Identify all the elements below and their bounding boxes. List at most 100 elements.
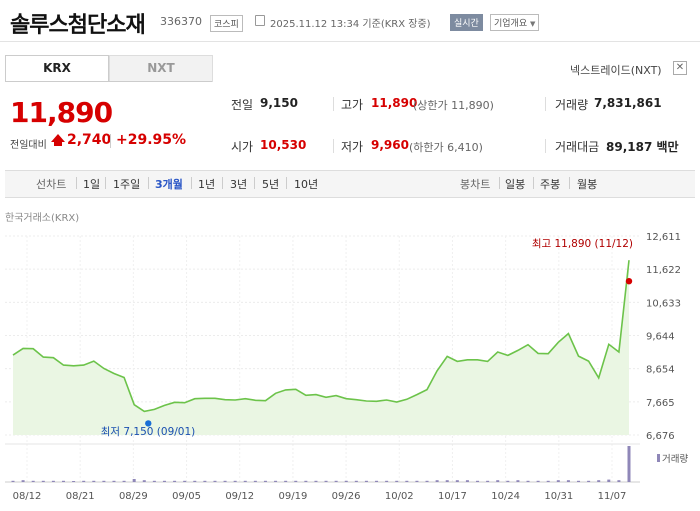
- toolbar-divider: [569, 177, 570, 189]
- volume-bar: [72, 481, 76, 482]
- volume-bar: [193, 480, 197, 482]
- lower-limit: (하한가 6,410): [409, 141, 483, 154]
- y-tick-label: 12,611: [646, 232, 681, 243]
- stat-divider: [333, 139, 334, 153]
- volume-bar: [536, 480, 540, 482]
- period-1d[interactable]: 1일: [83, 178, 101, 191]
- volume-bar: [415, 480, 419, 482]
- volume-bar: [294, 480, 298, 482]
- clock-icon: [255, 15, 265, 26]
- market-badge: 코스피: [210, 15, 243, 32]
- volume-bar: [587, 480, 591, 482]
- volume-bar: [577, 480, 581, 482]
- x-tick-label: 10/02: [385, 491, 414, 502]
- volume-bar: [132, 479, 136, 482]
- y-axis-ticks: 12,611 11,622 10,633 9,644 8,654 7,665 6,676: [646, 232, 681, 442]
- x-tick-label: 09/12: [225, 491, 254, 502]
- volume-bar: [92, 480, 96, 482]
- toolbar-divider: [222, 177, 223, 189]
- volume-bar: [607, 479, 611, 482]
- volume-bar: [142, 480, 146, 482]
- volume-bar: [51, 480, 55, 482]
- high-label: 고가: [341, 98, 364, 112]
- period-10y[interactable]: 10년: [294, 178, 319, 191]
- volume-bar: [405, 480, 409, 482]
- high-value: 11,890: [371, 96, 418, 110]
- volume-bar: [284, 480, 288, 482]
- volume-bar: [274, 480, 278, 482]
- volume-bar: [445, 480, 449, 482]
- price-area-fill: [13, 260, 629, 435]
- y-tick-label: 9,644: [646, 332, 675, 343]
- period-3y[interactable]: 3년: [230, 178, 248, 191]
- y-tick-label: 6,676: [646, 431, 675, 442]
- candle-monthly[interactable]: 월봉: [577, 178, 598, 191]
- close-icon[interactable]: ✕: [673, 61, 687, 75]
- volume-bar: [243, 480, 247, 482]
- toolbar-divider: [286, 177, 287, 189]
- up-arrow-icon-stem: [54, 141, 62, 146]
- line-chart-label: 선차트: [36, 178, 67, 191]
- period-1w[interactable]: 1주일: [113, 178, 141, 191]
- x-tick-label: 08/21: [66, 491, 95, 502]
- period-toolbar: [5, 170, 695, 198]
- up-arrow-icon: [51, 134, 65, 142]
- volume-bar: [526, 480, 530, 482]
- volume-bar: [304, 480, 308, 482]
- period-5y[interactable]: 5년: [262, 178, 280, 191]
- volume-bar: [21, 480, 25, 482]
- stat-divider: [545, 139, 546, 153]
- tab-nxt[interactable]: NXT: [109, 55, 213, 82]
- toolbar-divider: [191, 177, 192, 189]
- realtime-button[interactable]: 실시간: [450, 14, 483, 31]
- quote-datetime: 2025.11.12 13:34 기준(KRX 장중): [270, 19, 431, 30]
- candle-chart-label: 봉차트: [460, 178, 491, 191]
- low-marker: [145, 420, 152, 427]
- volume-bar: [11, 480, 15, 482]
- period-1y[interactable]: 1년: [198, 178, 216, 191]
- toolbar-divider: [105, 177, 106, 189]
- volume-bar: [516, 480, 520, 482]
- company-profile-button[interactable]: 기업개요 ▼: [490, 14, 540, 31]
- volume-bar: [61, 480, 65, 482]
- volume-bar: [213, 480, 217, 482]
- volume-bar: [546, 480, 550, 482]
- y-tick-label: 7,665: [646, 398, 675, 409]
- volume-bar: [425, 480, 429, 482]
- amount-value: 89,187 백만: [606, 140, 679, 154]
- tab-krx[interactable]: KRX: [5, 55, 109, 82]
- period-3m[interactable]: 3개월: [155, 178, 183, 191]
- y-tick-label: 8,654: [646, 365, 675, 376]
- volume-bar: [556, 480, 560, 482]
- volume-bar: [162, 480, 166, 482]
- volume-bar: [324, 480, 328, 482]
- tab-underline: [5, 81, 212, 82]
- candle-weekly[interactable]: 주봉: [540, 178, 561, 191]
- open-value: 10,530: [260, 138, 307, 152]
- volume-bar: [344, 480, 348, 482]
- candle-daily[interactable]: 일봉: [505, 178, 526, 191]
- volume-bar: [354, 480, 358, 482]
- upper-limit: (상한가 11,890): [413, 99, 494, 112]
- x-tick-label: 08/12: [13, 491, 42, 502]
- change-label: 전일대비: [10, 140, 47, 151]
- volume-bar: [506, 480, 510, 482]
- price-line: [12, 260, 630, 413]
- nxt-link[interactable]: 넥스트레이드(NXT): [570, 64, 662, 77]
- volume-bar: [263, 480, 267, 482]
- volume-bar: [465, 480, 469, 482]
- x-tick-label: 10/24: [491, 491, 520, 502]
- header-divider: [0, 41, 700, 42]
- open-label: 시가: [231, 140, 254, 154]
- volume-bar: [223, 480, 227, 482]
- x-tick-label: 10/31: [544, 491, 573, 502]
- volume-bar: [82, 480, 86, 482]
- volume-bar: [183, 480, 187, 482]
- toolbar-divider: [254, 177, 255, 189]
- volume-bar: [617, 480, 621, 482]
- volume-bar: [122, 480, 126, 482]
- stat-divider: [333, 97, 334, 111]
- prev-close-label: 전일: [231, 98, 254, 112]
- chart-source: 한국거래소(KRX): [5, 213, 80, 224]
- volume-value: 7,831,861: [594, 96, 662, 110]
